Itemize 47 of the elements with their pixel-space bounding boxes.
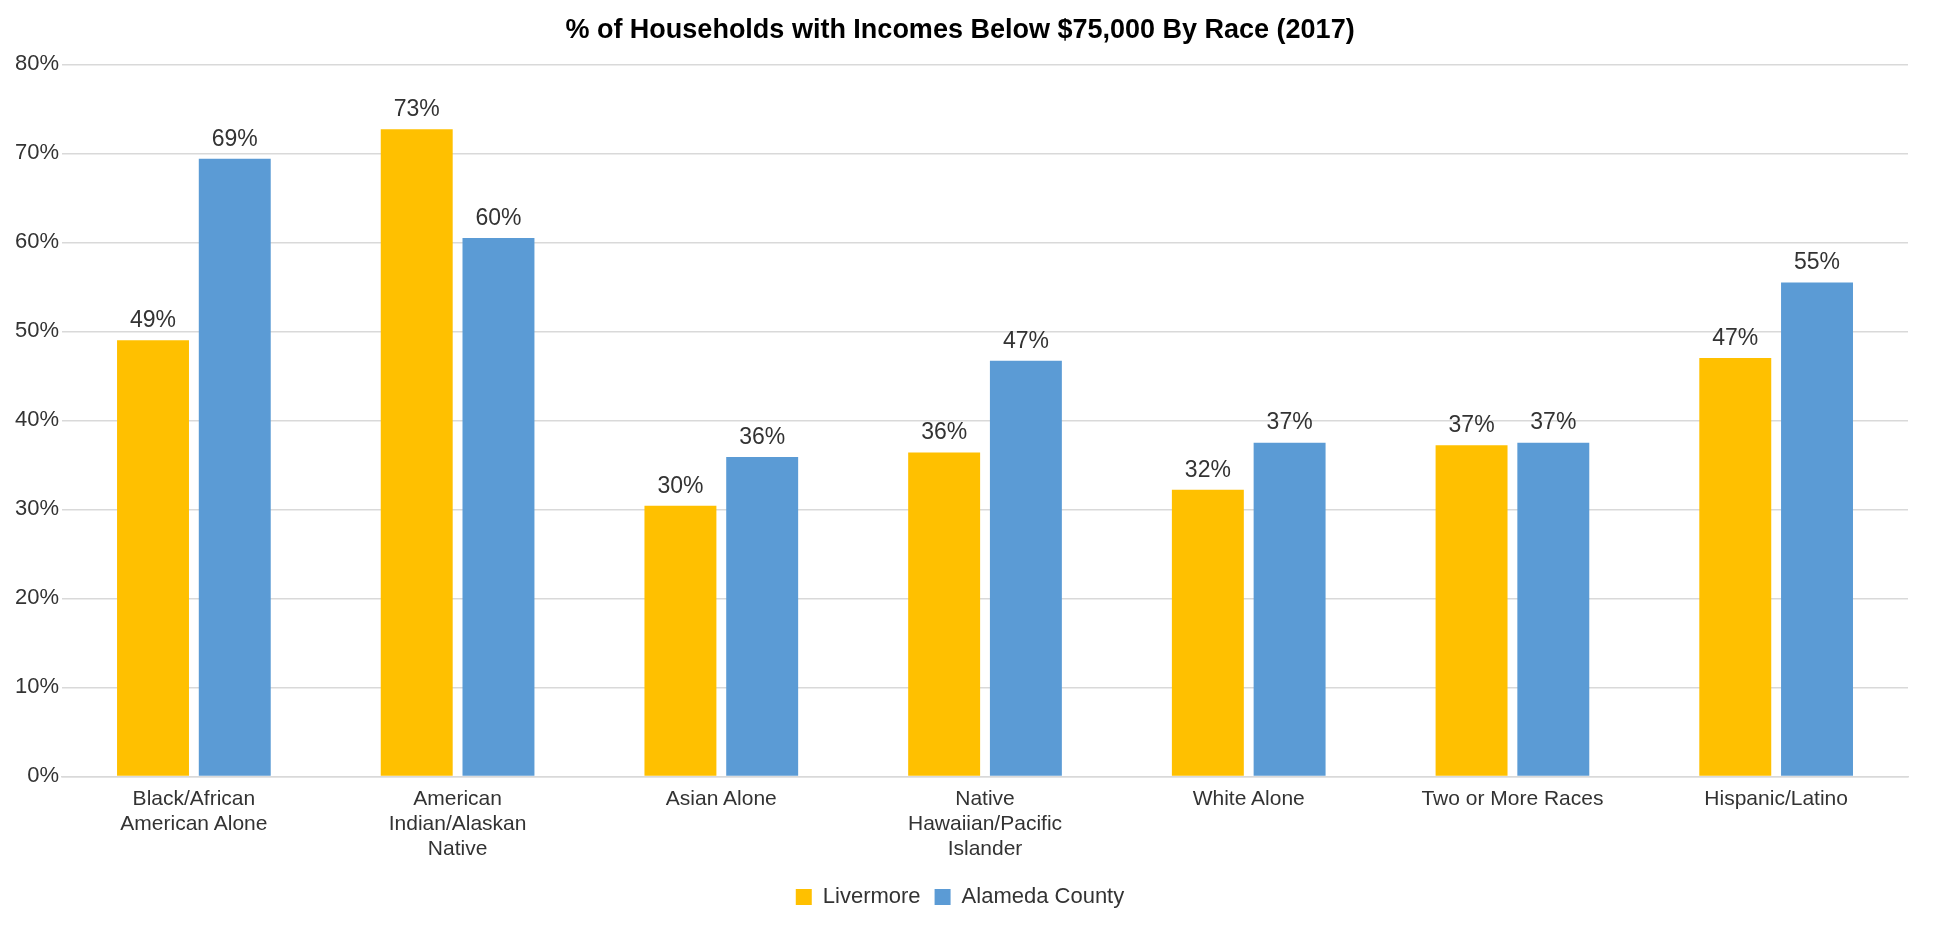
y-tick-label: 0% <box>27 762 60 788</box>
bar <box>462 237 535 776</box>
legend-label: Alameda County <box>961 883 1125 909</box>
data-label: 49% <box>129 306 177 333</box>
data-label: 47% <box>1002 326 1049 353</box>
bar <box>1517 442 1590 776</box>
data-label: 47% <box>1712 323 1759 350</box>
bar <box>1781 282 1853 776</box>
data-label: 55% <box>1794 248 1841 275</box>
y-tick-label: 60% <box>14 228 60 254</box>
bar <box>908 452 981 776</box>
bar <box>198 158 271 776</box>
x-tick-label: Two or More Races <box>1421 785 1604 809</box>
chart-title: % of Households with Incomes Below $75,000 By Race (2017) <box>565 13 1355 44</box>
data-label: 37% <box>1266 408 1313 435</box>
y-tick-label: 80% <box>14 50 60 76</box>
bar <box>1171 489 1244 776</box>
bar <box>1253 442 1326 776</box>
y-tick-label: 30% <box>14 495 60 521</box>
data-label: 36% <box>739 422 786 449</box>
data-label: 73% <box>393 95 440 122</box>
bar <box>726 456 799 776</box>
x-tick-label: Asian Alone <box>665 785 777 809</box>
y-tick-label: 20% <box>14 584 60 610</box>
data-label: 37% <box>1448 411 1495 438</box>
y-tick-label: 10% <box>14 673 60 699</box>
data-label: 36% <box>921 418 968 445</box>
data-label: 60% <box>475 203 522 230</box>
x-tick-label: American Indian/Alaskan Native <box>388 785 527 860</box>
bar <box>644 505 717 776</box>
x-tick-label: Native Hawaiian/Pacific Islander <box>907 785 1063 860</box>
data-label: 32% <box>1184 455 1231 482</box>
data-label: 37% <box>1530 408 1577 435</box>
bar <box>989 360 1062 776</box>
legend-label: Livermore <box>822 883 921 909</box>
x-tick-label: White Alone <box>1192 785 1305 809</box>
bar <box>1699 358 1772 776</box>
x-tick-label: Black/African American Alone <box>120 785 268 834</box>
bar <box>117 340 189 776</box>
data-label: 69% <box>211 124 258 151</box>
y-tick-label: 70% <box>14 139 60 165</box>
bar <box>1435 445 1508 776</box>
x-tick-label: Hispanic/Latino <box>1704 785 1848 809</box>
y-tick-label: 40% <box>14 406 60 432</box>
y-tick-label: 50% <box>14 317 60 343</box>
data-label: 30% <box>657 471 704 498</box>
bar <box>380 129 453 776</box>
